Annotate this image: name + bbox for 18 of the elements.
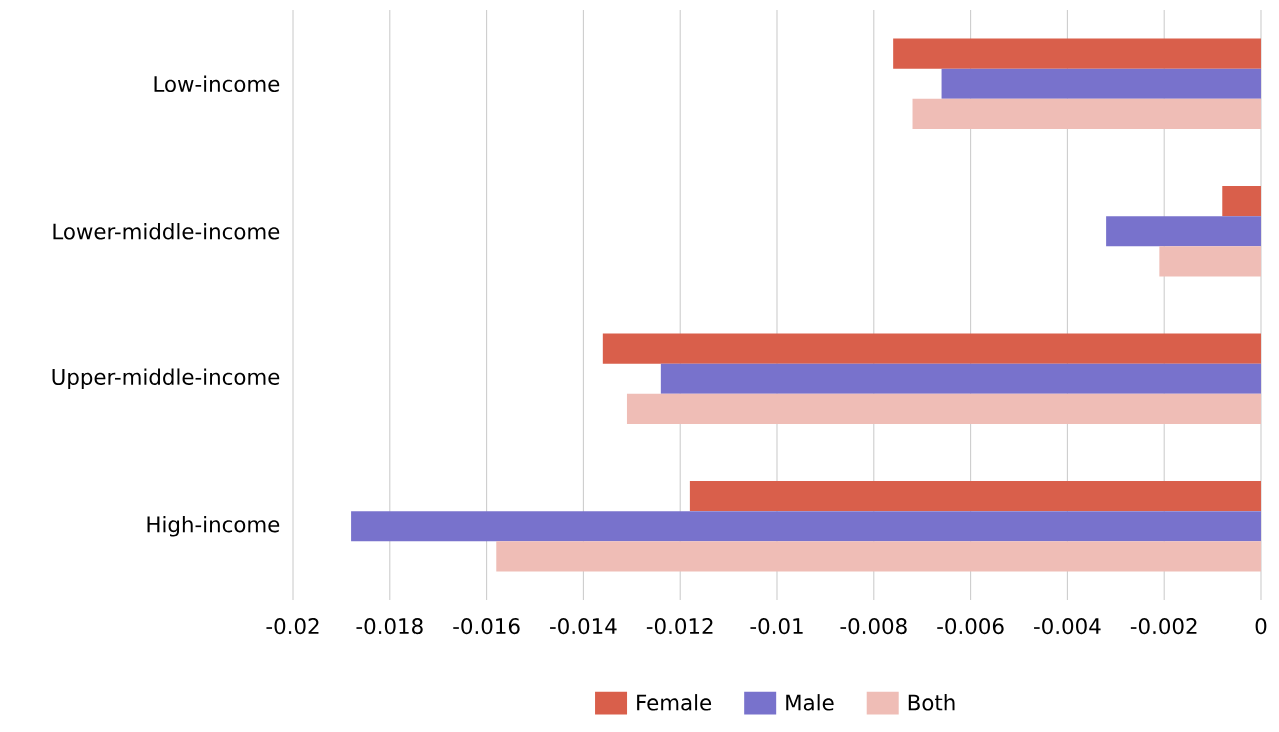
x-tick-label: 0 <box>1255 618 1267 635</box>
x-tick-label: -0.004 <box>1034 618 1101 635</box>
legend-label: Both <box>908 694 955 711</box>
y-tick-label: Upper-middle-income <box>52 368 280 390</box>
x-tick-label: -0.014 <box>550 618 617 635</box>
x-tick-label: -0.008 <box>840 618 907 635</box>
x-tick-label: -0.016 <box>453 618 520 635</box>
y-tick-label: Low-income <box>154 75 280 92</box>
x-tick-label: -0.018 <box>356 618 423 635</box>
y-tick-label: Lower-middle-income <box>53 223 280 240</box>
x-tick-label: -0.006 <box>937 618 1004 635</box>
legend-label: Female <box>637 694 712 711</box>
x-tick-label: -0.01 <box>750 618 803 635</box>
x-tick-label: -0.02 <box>266 618 319 635</box>
x-tick-label: -0.002 <box>1130 618 1197 635</box>
legend-label: Male <box>786 694 834 711</box>
x-tick-label: -0.012 <box>646 618 713 635</box>
y-tick-label: High-income <box>147 515 280 537</box>
